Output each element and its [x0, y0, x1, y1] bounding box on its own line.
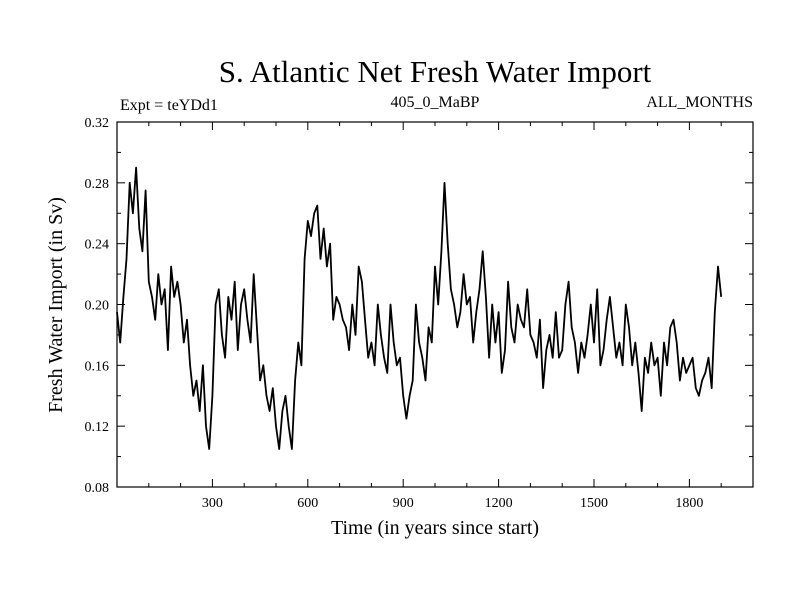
series-line [116, 166, 723, 450]
y-tick-label: 0.24 [85, 238, 110, 253]
plot-frame [116, 121, 754, 488]
y-axis-label: Fresh Water Import (in Sv) [45, 197, 67, 413]
y-tick-label: 0.28 [85, 177, 110, 192]
period-label: 405_0_MaBP [391, 94, 480, 111]
y-tick-label: 0.08 [85, 481, 110, 496]
x-tick-label: 1500 [580, 496, 608, 511]
y-tick-label: 0.32 [85, 116, 110, 131]
y-tick-label: 0.12 [85, 420, 110, 435]
x-tick-label: 1200 [485, 496, 513, 511]
x-axis-label: Time (in years since start) [331, 517, 539, 539]
chart-title: S. Atlantic Net Fresh Water Import [219, 54, 652, 89]
y-tick-label: 0.20 [85, 299, 110, 314]
experiment-label: Expt = teYDd1 [120, 97, 218, 114]
data-layer [116, 166, 723, 450]
x-tick-label: 300 [202, 496, 223, 511]
tick-layer: 300 600 900 1200 1500 1800 0.08 0.12 0.16 0.20 0.2… [85, 116, 753, 511]
y-tick-label: 0.16 [85, 359, 110, 374]
months-label: ALL_MONTHS [646, 94, 753, 111]
x-tick-label: 900 [393, 496, 414, 511]
x-tick-label: 1800 [675, 496, 703, 511]
x-tick-label: 600 [297, 496, 318, 511]
